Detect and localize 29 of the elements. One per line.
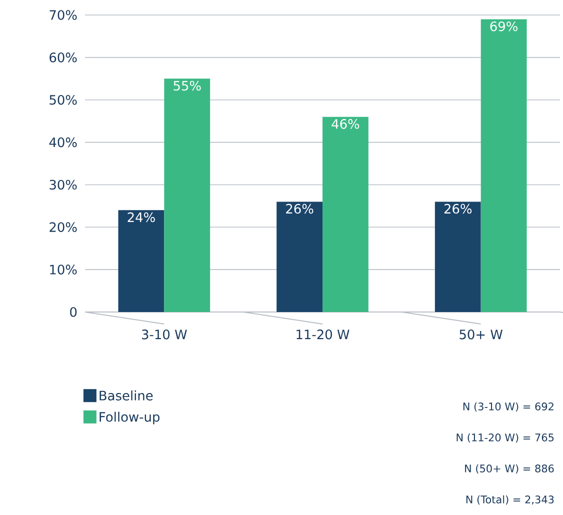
y-tick-label: 70%	[50, 10, 77, 20]
y-tick-label: 60%	[50, 52, 77, 62]
x-tick-label: 50+ W	[460, 330, 503, 340]
y-tick-label: 40%	[49, 137, 77, 148]
y-tick-label: 10%	[50, 264, 77, 274]
bar	[434, 202, 481, 312]
legend-label: Baseline	[100, 390, 153, 400]
text: N (50+ W) = 886	[465, 464, 554, 474]
data-label: 24%	[128, 212, 155, 222]
x-tick-label: 11-20 W	[296, 330, 350, 340]
data-label: 26%	[444, 204, 472, 214]
bar	[480, 19, 527, 312]
data-label: 55%	[174, 80, 201, 91]
bar	[118, 210, 164, 312]
legend-label: Follow-up	[100, 412, 160, 424]
text: N (3-10 W) = 692	[463, 402, 554, 412]
y-tick-label: 50%	[50, 94, 77, 105]
bar	[276, 202, 323, 312]
bar	[322, 116, 368, 312]
y-tick-label: 20%	[50, 222, 77, 232]
data-label: 46%	[332, 119, 360, 129]
bar	[164, 78, 210, 312]
data-label: 26%	[286, 204, 314, 214]
y-tick-label: 0	[70, 307, 77, 317]
data-label: 69%	[490, 21, 518, 32]
y-tick-label: 30%	[50, 180, 77, 190]
x-tick-label: 3-10 W	[142, 330, 187, 340]
text: N (11-20 W) = 765	[456, 433, 554, 443]
text: N (Total) = 2,343	[466, 495, 554, 505]
